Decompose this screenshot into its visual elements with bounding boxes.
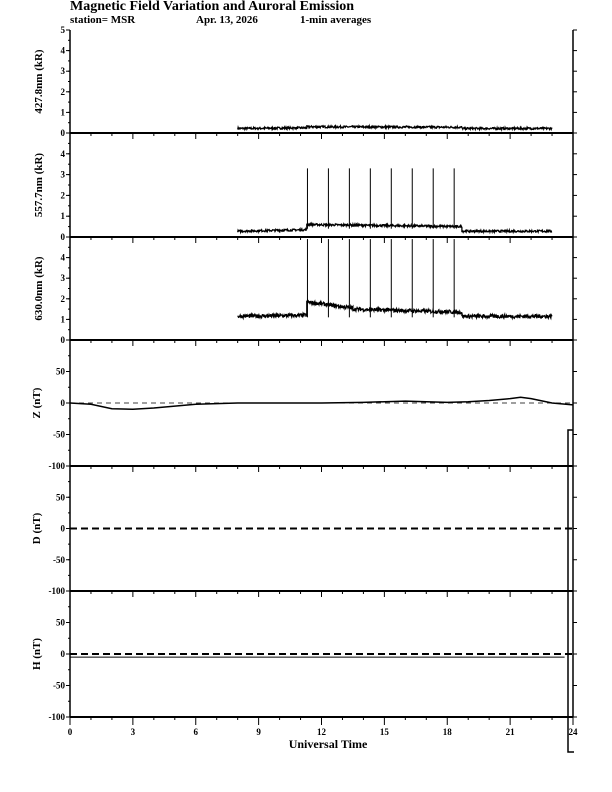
panel-Z: 50 0 -50 -100 Z (nT) (31, 339, 577, 472)
y-tick-label: 0 (61, 398, 66, 408)
x-tick-label: 24 (569, 727, 579, 737)
y-tick-label: -100 (49, 586, 66, 596)
y-axis-label: D (nT) (31, 512, 43, 544)
y-tick-label: 0 (61, 232, 66, 242)
y-tick-label: 2 (61, 87, 66, 97)
x-tick-label: 21 (506, 727, 516, 737)
averaging-label: 1-min averages (300, 14, 372, 26)
y-tick-label: 50 (56, 367, 66, 377)
emission-series (237, 123, 553, 132)
x-tick-label: 6 (194, 727, 199, 737)
y-tick-label: 3 (61, 66, 66, 76)
panel-H: 50 0 -50 -100 H (nT) (31, 590, 577, 725)
y-tick-label: 2 (61, 190, 66, 200)
y-tick-label: 3 (61, 170, 66, 180)
y-tick-label: -100 (49, 461, 66, 471)
y-tick-label: -50 (53, 430, 65, 440)
panel-427-8: 0 1 2 3 4 5 427.8nm (kR) (33, 25, 577, 139)
y-tick-label: 5 (61, 25, 66, 35)
station-label: station= MSR (70, 14, 136, 26)
range-bracket (567, 429, 574, 753)
y-tick-label: 4 (61, 149, 66, 159)
y-tick-label: 4 (61, 46, 66, 56)
panel-D: 50 0 -50 -100 D (nT) (31, 465, 577, 597)
y-tick-label: -50 (53, 555, 65, 565)
y-tick-label: 2 (61, 294, 66, 304)
y-axis-label: 557.7nm (kR) (33, 153, 45, 218)
x-axis-label: Universal Time (289, 737, 368, 751)
y-tick-label: 4 (61, 253, 66, 263)
y-tick-label: 50 (56, 618, 66, 628)
emission-series (237, 221, 553, 235)
panel-557-7: 0 1 2 3 4 557.7nm (kR) (33, 132, 577, 243)
y-tick-label: 50 (56, 492, 66, 502)
magnetic-series (69, 396, 574, 411)
y-axis-label: 630.0nm (kR) (33, 256, 45, 321)
date-label: Apr. 13, 2026 (196, 14, 258, 26)
x-tick-label: 18 (443, 727, 453, 737)
x-tick-label: 15 (380, 727, 390, 737)
y-axis-label: 427.8nm (kR) (33, 49, 45, 114)
panel-630-0: 0 1 2 3 4 630.0nm (kR) (33, 236, 577, 346)
y-tick-label: 1 (61, 314, 66, 324)
emission-series (237, 297, 553, 321)
y-tick-label: 1 (61, 211, 66, 221)
chart-title: Magnetic Field Variation and Auroral Emi… (70, 0, 354, 14)
y-tick-label: 0 (61, 128, 66, 138)
y-axis-label: H (nT) (31, 638, 43, 670)
y-tick-label: 1 (61, 107, 66, 117)
y-axis-label: Z (nT) (31, 387, 43, 418)
y-tick-label: 0 (61, 335, 66, 345)
x-tick-label: 3 (131, 727, 136, 737)
y-tick-label: 0 (61, 524, 66, 534)
x-tick-label: 12 (317, 727, 327, 737)
y-tick-label: -100 (49, 712, 66, 722)
y-tick-label: 0 (61, 649, 66, 659)
x-tick-label: 9 (256, 727, 261, 737)
y-tick-label: -50 (53, 681, 65, 691)
x-tick-label: 0 (68, 727, 73, 737)
y-tick-label: 3 (61, 273, 66, 283)
